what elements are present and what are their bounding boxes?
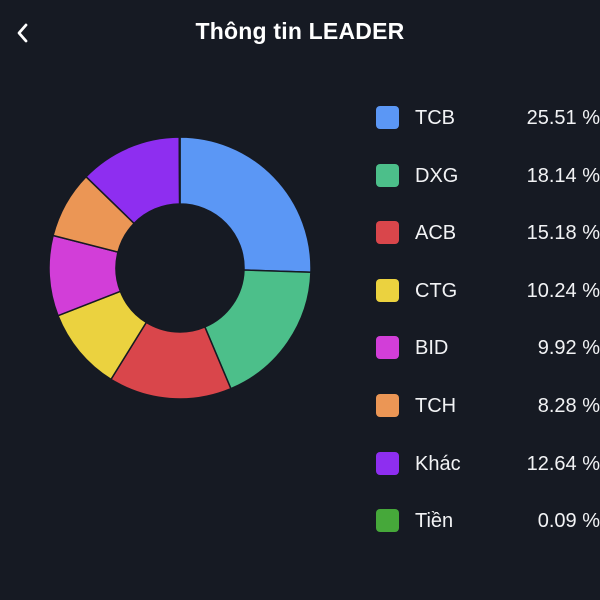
legend-label: DXG xyxy=(415,164,459,187)
legend-swatch xyxy=(376,163,399,187)
legend-value: 18.14 % xyxy=(526,164,600,187)
donut-slice-tcb[interactable] xyxy=(179,136,312,273)
legend-label: TCB xyxy=(415,107,455,129)
donut-slice-tiền[interactable] xyxy=(178,136,181,205)
legend-item[interactable]: DXG 18.14 % xyxy=(376,155,600,213)
legend-swatch xyxy=(376,509,399,533)
legend-label: ACB xyxy=(415,222,457,245)
legend-label: TCH xyxy=(415,394,457,417)
legend-value: 25.51 % xyxy=(526,107,600,129)
legend-value: 0.09 % xyxy=(537,510,600,533)
legend-label: Khác xyxy=(415,452,461,475)
legend-value: 15.18 % xyxy=(526,222,600,245)
legend-value: 8.28 % xyxy=(537,394,600,417)
legend-swatch xyxy=(376,106,399,129)
legend-item[interactable]: TCB 25.51 % xyxy=(376,97,600,155)
header: Thông tin LEADER xyxy=(0,0,600,66)
legend-swatch xyxy=(376,278,399,302)
legend-value: 10.24 % xyxy=(526,279,600,302)
legend-swatch xyxy=(376,221,399,245)
page-title: Thông tin LEADER xyxy=(195,18,405,44)
legend-item[interactable]: CTG 10.24 % xyxy=(376,270,600,328)
legend-item[interactable]: BID 9.92 % xyxy=(376,327,600,385)
legend-label: CTG xyxy=(415,279,458,302)
legend-label: Tiền xyxy=(415,510,454,533)
legend-item[interactable]: ACB 15.18 % xyxy=(376,212,600,270)
legend-item[interactable]: Tiền 0.09 % xyxy=(376,500,600,558)
legend-item[interactable]: Khác 12.64 % xyxy=(376,443,600,501)
chevron-left-icon xyxy=(17,23,28,43)
legend-item[interactable]: TCH 8.28 % xyxy=(376,385,600,443)
donut-svg xyxy=(48,136,312,400)
legend-swatch xyxy=(376,336,399,360)
legend-value: 9.92 % xyxy=(537,337,600,360)
legend-swatch xyxy=(376,451,399,475)
back-button[interactable] xyxy=(8,18,36,48)
legend-swatch xyxy=(376,393,399,417)
legend-label: BID xyxy=(415,337,449,360)
legend-value: 12.64 % xyxy=(526,452,600,475)
chart-legend: TCB 25.51 % DXG 18.14 % ACB 15.18 % CTG 10.24 %… xyxy=(376,97,600,558)
allocation-donut-chart xyxy=(40,128,320,408)
donut-slice-dxg[interactable] xyxy=(203,269,312,390)
